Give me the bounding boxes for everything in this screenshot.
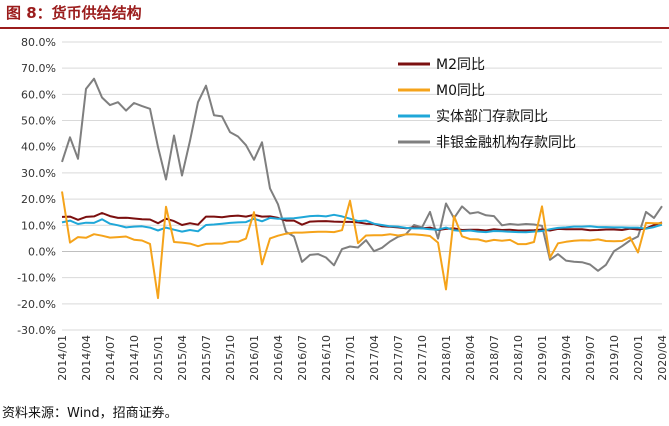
legend-label: 实体部门存款同比	[436, 109, 548, 125]
x-tick-label: 2019/04	[560, 335, 573, 381]
y-tick-label: 10.0%	[21, 219, 56, 232]
x-tick-label: 2018/04	[464, 335, 477, 381]
x-tick-label: 2019/01	[536, 335, 549, 381]
x-tick-label: 2015/01	[152, 335, 165, 381]
x-tick-label: 2019/07	[584, 335, 597, 381]
x-tick-label: 2020/04	[656, 335, 669, 381]
x-axis-ticks: 2014/01 2014/04 2014/07 2014/10 2015/01 2015/…	[56, 335, 669, 381]
y-tick-label: -10.0%	[17, 272, 56, 285]
line-chart: 80.0% 70.0% 60.0% 50.0% 40.0% 30.0% 20.0% 10.0%…	[17, 36, 669, 381]
x-tick-label: 2014/04	[80, 335, 93, 381]
x-tick-label: 2015/07	[200, 335, 213, 381]
x-tick-label: 2014/07	[104, 335, 117, 381]
y-tick-label: 60.0%	[21, 88, 56, 101]
x-tick-label: 2015/04	[176, 335, 189, 381]
x-tick-label: 2018/07	[488, 335, 501, 381]
source-note: 资料来源：Wind，招商证券。	[2, 406, 178, 421]
legend-label: M2同比	[436, 57, 485, 73]
x-tick-label: 2016/01	[248, 335, 261, 381]
y-tick-label: 40.0%	[21, 141, 56, 154]
x-tick-label: 2017/01	[344, 335, 357, 381]
x-tick-label: 2018/01	[440, 335, 453, 381]
y-tick-label: 50.0%	[21, 115, 56, 128]
series-line-2	[61, 213, 663, 234]
y-tick-label: 70.0%	[21, 62, 56, 75]
x-tick-label: 2019/10	[608, 335, 621, 381]
series-line-1	[61, 191, 662, 300]
x-tick-label: 2018/10	[512, 335, 525, 381]
x-tick-label: 2017/07	[392, 335, 405, 381]
series-line-3	[61, 77, 663, 272]
x-tick-label: 2014/10	[128, 335, 141, 381]
y-tick-label: 30.0%	[21, 167, 56, 180]
figure-title: 图 8：货币供给结构	[6, 4, 142, 22]
title-rule	[0, 27, 669, 29]
y-axis-ticks: 80.0% 70.0% 60.0% 50.0% 40.0% 30.0% 20.0% 10.0%…	[17, 36, 56, 337]
series-lines	[61, 77, 663, 300]
y-tick-label: 80.0%	[21, 36, 56, 49]
legend-label: M0同比	[436, 83, 485, 99]
x-tick-label: 2017/10	[416, 335, 429, 381]
x-tick-label: 2014/01	[56, 335, 69, 381]
x-tick-label: 2016/10	[320, 335, 333, 381]
y-tick-label: -30.0%	[17, 324, 56, 337]
x-tick-label: 2020/01	[632, 335, 645, 381]
x-tick-label: 2017/04	[368, 335, 381, 381]
x-tick-label: 2015/10	[224, 335, 237, 381]
legend-label: 非银金融机构存款同比	[436, 135, 576, 151]
x-tick-label: 2016/04	[272, 335, 285, 381]
x-tick-label: 2016/07	[296, 335, 309, 381]
y-tick-label: -20.0%	[17, 298, 56, 311]
y-tick-label: 20.0%	[21, 193, 56, 206]
y-gridlines	[62, 41, 662, 331]
y-tick-label: 0.0%	[28, 245, 56, 258]
series-line-0	[61, 212, 663, 232]
